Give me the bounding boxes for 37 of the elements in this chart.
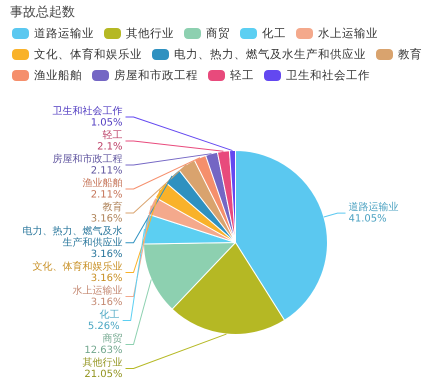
legend-label: 教育 [398, 47, 422, 62]
data-label: 2.11% [90, 165, 122, 176]
data-label: 41.05% [348, 213, 387, 224]
data-label: 21.05% [84, 368, 122, 380]
legend-label: 电力、热力、燃气及水生产和供应业 [174, 47, 366, 62]
legend-label: 房屋和市政工程 [114, 68, 198, 83]
legend-label: 文化、体育和娱乐业 [34, 47, 142, 62]
legend-label: 其他行业 [126, 26, 174, 41]
legend-label: 水上运输业 [318, 26, 378, 41]
legend-label: 轻工 [230, 68, 254, 83]
data-label: 12.63% [84, 344, 122, 356]
data-label: 3.16% [90, 213, 122, 224]
data-label: 3.16% [90, 296, 122, 308]
slice-label: 商贸 [102, 332, 122, 344]
chart-title: 事故总起数 [10, 4, 75, 21]
legend-label: 商贸 [206, 26, 230, 41]
slice-label: 轻工 [102, 128, 122, 141]
slice-label: 教育 [102, 200, 122, 213]
slice-label: 水上运输业 [72, 284, 122, 296]
legend-label: 化工 [262, 26, 286, 41]
slice-label: 其他行业 [82, 356, 122, 368]
data-label: 2.11% [90, 189, 122, 200]
slice-label: 文化、体育和娱乐业 [32, 260, 122, 272]
data-label: 5.26% [88, 320, 120, 332]
slice-label: 渔业船舶 [82, 176, 122, 189]
data-label: 3.16% [90, 248, 122, 260]
legend-label: 卫生和社会工作 [286, 68, 370, 83]
slice-label: 电力、热力、燃气及水生产和供应业 [22, 224, 122, 248]
legend-label: 渔业船舶 [34, 68, 82, 83]
slice-label: 卫生和社会工作 [52, 104, 122, 117]
data-label: 2.1% [97, 141, 122, 152]
slice-label: 化工 [100, 308, 120, 320]
slice-label: 房屋和市政工程 [52, 152, 122, 165]
data-label: 3.16% [90, 272, 122, 284]
slice-label: 道路运输业 [348, 200, 398, 213]
legend-label: 道路运输业 [34, 26, 94, 41]
data-label: 1.05% [90, 117, 122, 128]
